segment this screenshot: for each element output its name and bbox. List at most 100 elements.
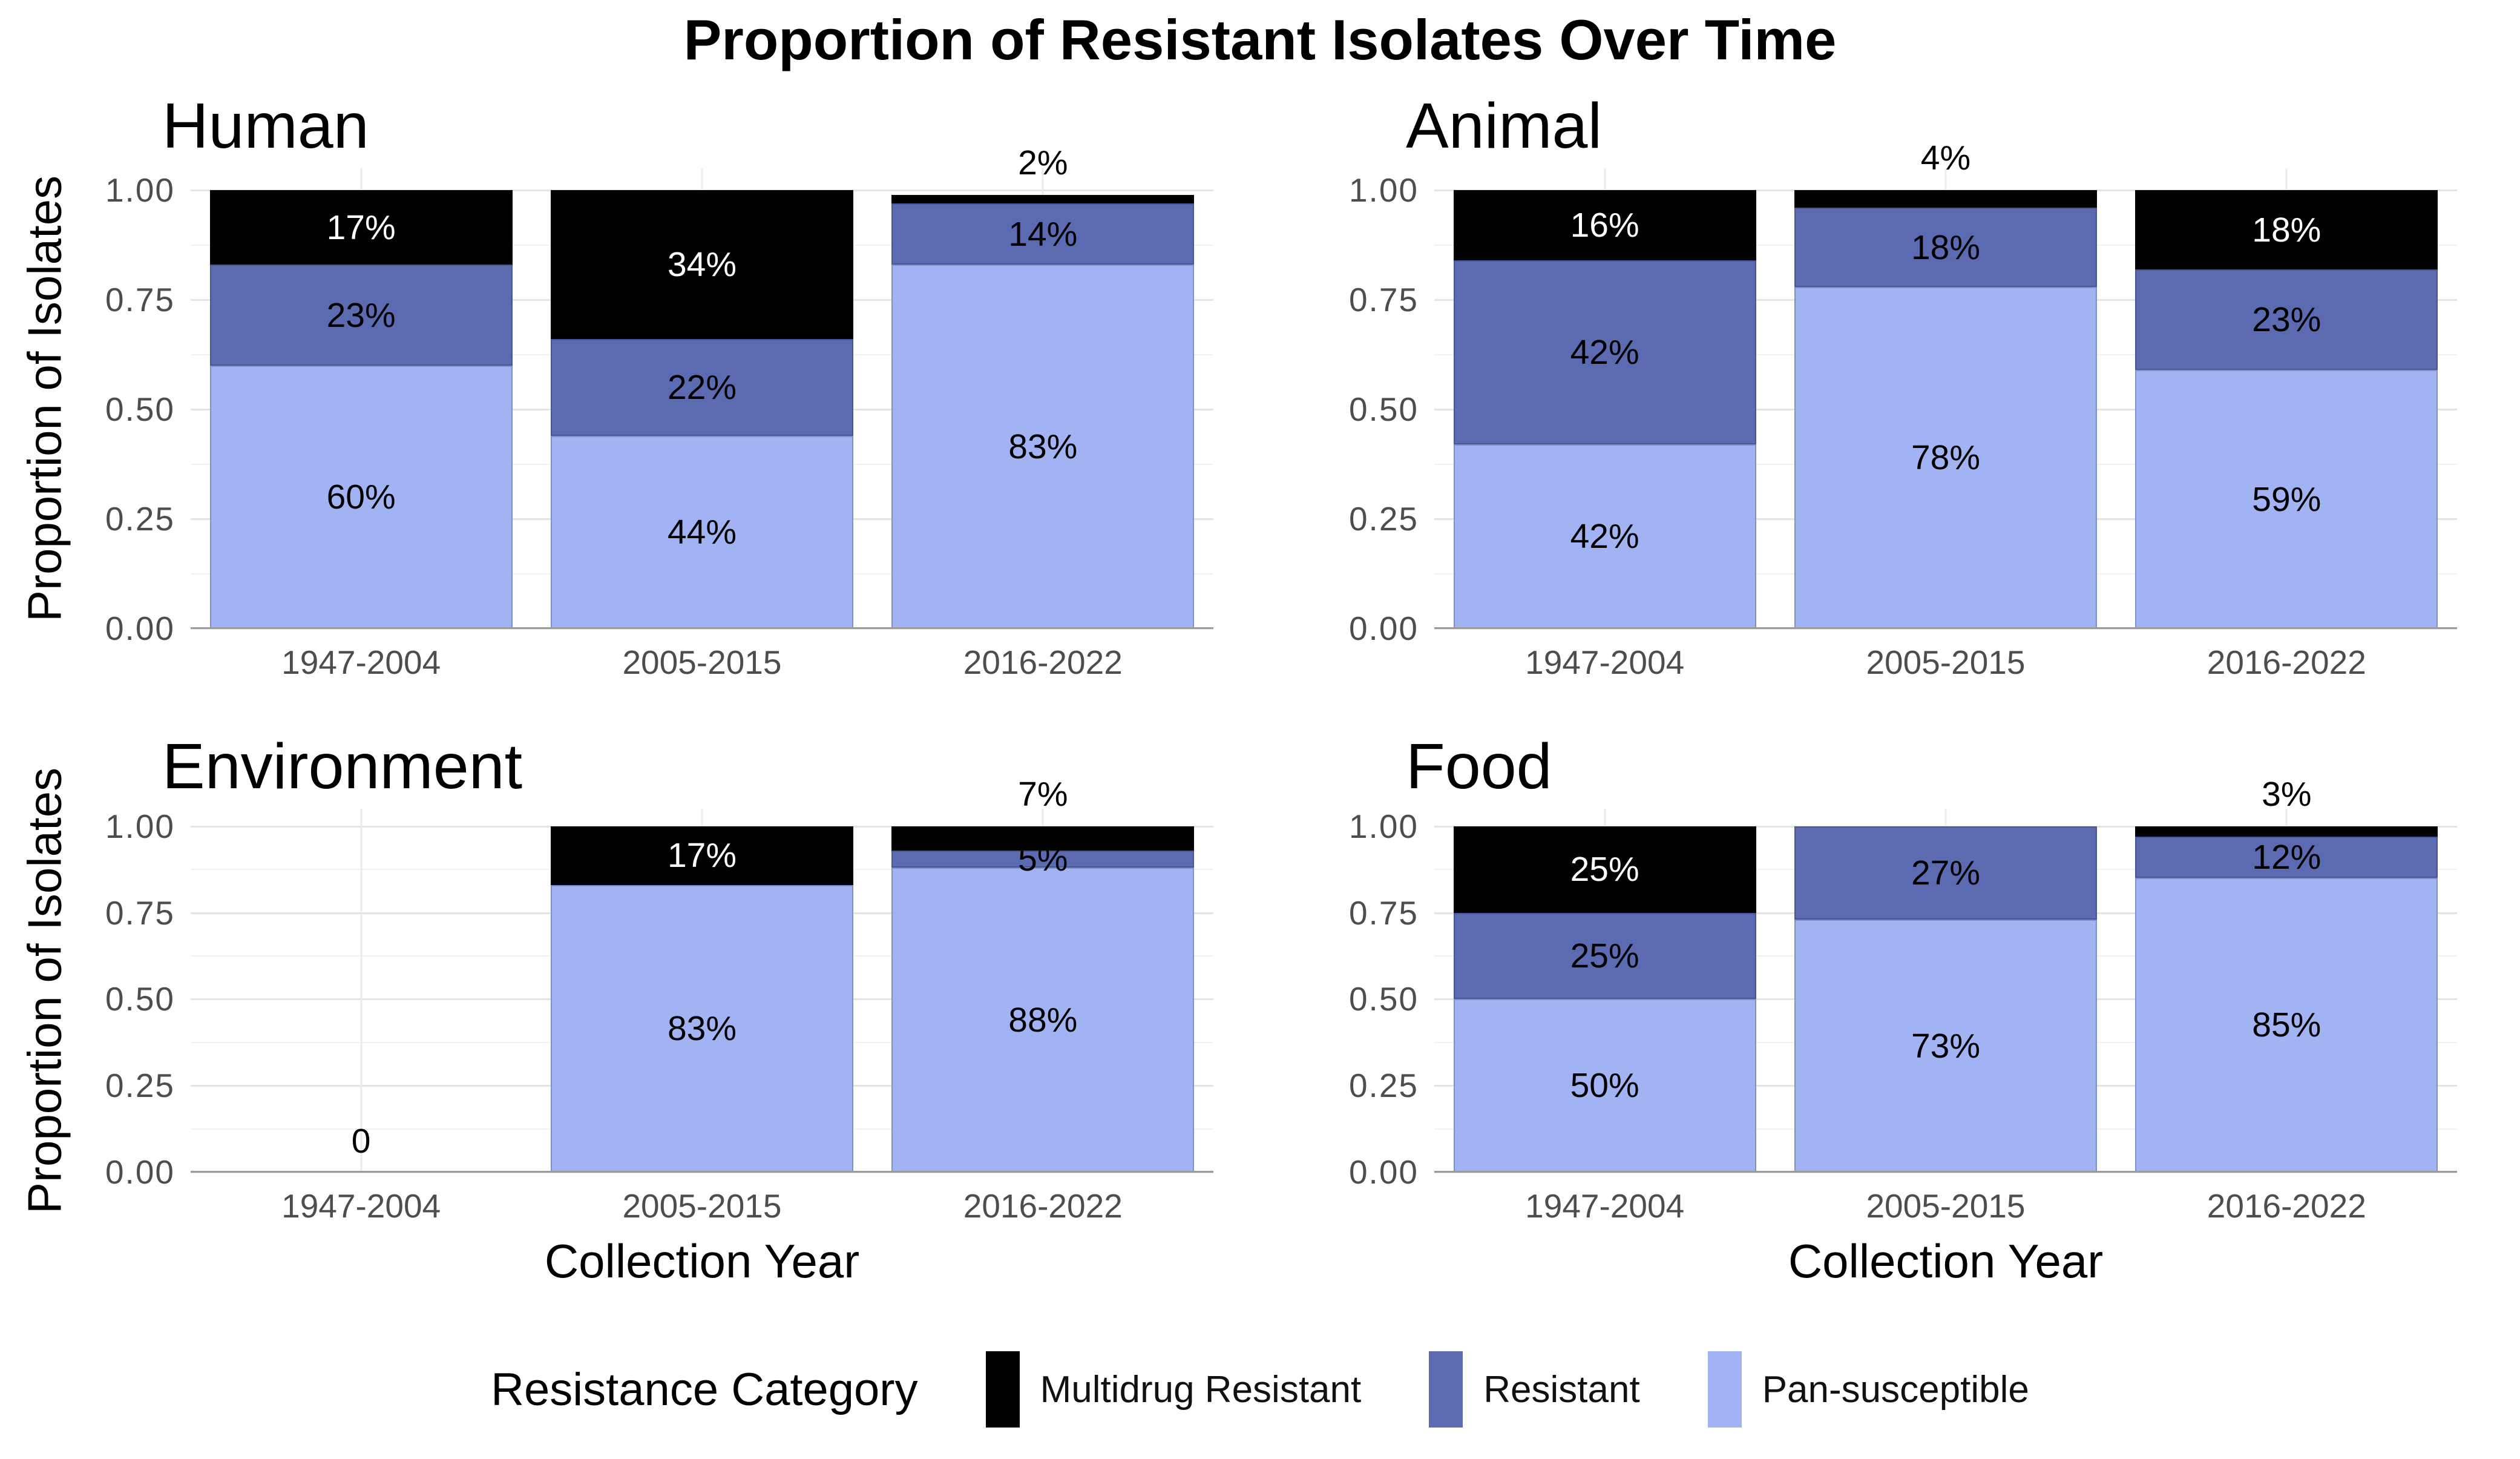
y-axis-title: Proportion of Isolates <box>18 175 71 622</box>
y-axis-title-box: Proportion of Isolates <box>17 77 73 679</box>
segment-res <box>1794 826 2098 920</box>
value-label: 5% <box>1018 840 1068 879</box>
legend-item-resistant: Resistant <box>1429 1351 1640 1428</box>
x-tick-label: 1947-2004 <box>281 644 441 681</box>
x-axis-ticks: 1947-2004 2005-2015 2016-2022 <box>1434 628 2457 681</box>
segment-res <box>550 339 854 436</box>
facet-label-human: Human <box>162 90 369 162</box>
value-label: 27% <box>1911 853 1981 892</box>
y-tick-label: 0.75 <box>105 894 175 932</box>
facet-row-bottom: Proportion of Isolates Environment 1.00 0… <box>0 706 2520 1291</box>
facet-animal: Animal 1.00 0.75 0.50 0.25 0.00 42% 42% 16% 78%… <box>1316 77 2457 681</box>
y-tick-label: 1.00 <box>1348 807 1419 845</box>
y-tick-label: 0.25 <box>1348 500 1419 538</box>
x-tick-label: 2016-2022 <box>2207 1187 2366 1225</box>
segment-res <box>2135 269 2438 371</box>
y-tick-label: 0.25 <box>105 1067 175 1105</box>
x-tick-label: 1947-2004 <box>281 1187 441 1225</box>
x-axis-title: Collection Year <box>544 1234 860 1288</box>
gridline-vertical <box>360 809 363 1172</box>
value-label-above: 7% <box>1018 774 1068 814</box>
y-tick-label: 0.00 <box>105 1153 175 1191</box>
y-tick-label: 1.00 <box>1348 171 1419 209</box>
y-tick-label: 0.00 <box>105 610 175 647</box>
legend-label: Multidrug Resistant <box>1040 1368 1362 1411</box>
value-label: 17% <box>326 208 396 247</box>
facet-environment: Environment 1.00 0.75 0.50 0.25 0.00 0 83% 17%… <box>73 706 1213 1291</box>
segment-pan <box>1794 920 2098 1172</box>
x-tick-label: 2016-2022 <box>963 1187 1123 1225</box>
value-label: 16% <box>1570 206 1639 245</box>
bar-1947-2004 <box>1453 190 1756 628</box>
facet-human: Human 1.00 0.75 0.50 0.25 0.00 60% 23% 17% 44% 2… <box>73 77 1213 681</box>
segment-mdr <box>1453 826 1756 913</box>
segment-res <box>1453 912 1756 1000</box>
x-axis-ticks: 1947-2004 2005-2015 2016-2022 <box>1434 1172 2457 1225</box>
segment-pan <box>1794 286 2098 628</box>
segment-mdr <box>1453 190 1756 261</box>
gridline-major <box>1434 1171 2457 1173</box>
y-tick-label: 0.25 <box>105 500 175 538</box>
value-label: 83% <box>1008 427 1078 466</box>
segment-mdr <box>209 190 513 265</box>
bar-2005-2015 <box>1794 826 2098 1172</box>
value-label: 22% <box>667 368 737 407</box>
value-label: 59% <box>2252 479 2321 519</box>
legend-label: Pan-susceptible <box>1762 1368 2029 1411</box>
x-tick-label: 2005-2015 <box>1866 1187 2026 1225</box>
x-axis-title: Collection Year <box>1788 1234 2104 1288</box>
facet-label-animal: Animal <box>1406 90 1603 162</box>
bar-2005-2015 <box>550 826 854 1172</box>
segment-pan <box>209 365 513 628</box>
segment-pan <box>891 868 1195 1172</box>
segment-res <box>891 203 1195 265</box>
y-tick-label: 0.75 <box>1348 281 1419 319</box>
legend-item-multidrug-resistant: Multidrug Resistant <box>985 1351 1362 1428</box>
segment-res <box>1453 260 1756 445</box>
y-axis-title-box: Proportion of Isolates <box>17 706 73 1291</box>
bar-2016-2022 <box>891 826 1195 1172</box>
gridline-major <box>1434 628 2457 630</box>
y-axis-title: Proportion of Isolates <box>18 767 71 1214</box>
y-tick-label: 1.00 <box>105 807 175 845</box>
y-tick-label: 0.25 <box>1348 1067 1419 1105</box>
value-label: 12% <box>2252 838 2321 877</box>
y-tick-label: 0.50 <box>1348 390 1419 429</box>
bar-2016-2022 <box>2135 190 2438 628</box>
x-tick-label: 1947-2004 <box>1525 1187 1685 1225</box>
x-axis-ticks: 1947-2004 2005-2015 2016-2022 <box>191 628 1213 681</box>
x-tick-label: 1947-2004 <box>1525 644 1685 681</box>
value-label: 44% <box>667 512 737 552</box>
y-tick-label: 0.75 <box>1348 894 1419 932</box>
bar-2016-2022 <box>891 194 1195 628</box>
segment-mdr <box>2135 826 2438 837</box>
zero-count-label: 0 <box>351 1122 371 1161</box>
y-axis-ticks: 1.00 0.75 0.50 0.25 0.00 <box>73 807 191 1191</box>
panel-animal: 42% 42% 16% 78% 18% 4% 59% 23% 18% <box>1434 139 2457 630</box>
x-tick-label: 2005-2015 <box>622 644 782 681</box>
value-label: 73% <box>1911 1026 1981 1065</box>
facet-row-top: Proportion of Isolates Human 1.00 0.75 0.5… <box>0 77 2520 681</box>
segment-mdr <box>550 826 854 885</box>
x-tick-label: 2016-2022 <box>963 644 1123 681</box>
y-tick-label: 0.75 <box>105 281 175 319</box>
value-label: 18% <box>1911 228 1981 267</box>
gridline-major <box>191 1171 1213 1173</box>
value-label: 42% <box>1570 517 1639 556</box>
segment-mdr <box>891 194 1195 204</box>
value-label-above: 3% <box>2262 774 2312 814</box>
value-label-above: 4% <box>1920 139 1971 178</box>
x-axis-ticks: 1947-2004 2005-2015 2016-2022 <box>191 1172 1213 1225</box>
segment-pan <box>891 265 1195 628</box>
bar-2005-2015 <box>1794 190 2098 628</box>
y-axis-ticks: 1.00 0.75 0.50 0.25 0.00 <box>73 168 191 647</box>
y-axis-ticks: 1.00 0.75 0.50 0.25 0.00 <box>1316 168 1434 647</box>
segment-pan <box>2135 878 2438 1172</box>
segment-pan <box>1453 444 1756 628</box>
segment-pan <box>2135 370 2438 628</box>
facet-label-environment: Environment <box>162 731 523 802</box>
panel-environment: 0 83% 17% 88% 5% 7% <box>191 775 1213 1173</box>
y-tick-label: 0.50 <box>105 390 175 429</box>
value-label: 25% <box>1570 937 1639 975</box>
value-label: 85% <box>2252 1006 2321 1045</box>
